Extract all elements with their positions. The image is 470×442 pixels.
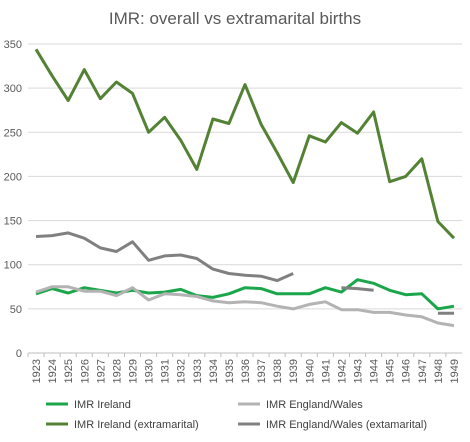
legend-label: IMR Ireland bbox=[74, 399, 131, 411]
y-tick-label: 350 bbox=[4, 39, 22, 51]
x-tick-label: 1931 bbox=[160, 359, 172, 383]
gridlines bbox=[28, 43, 462, 354]
x-tick-label: 1924 bbox=[47, 359, 59, 383]
x-tick-label: 1928 bbox=[111, 359, 123, 383]
x-tick-label: 1941 bbox=[320, 359, 332, 383]
y-tick-label: 300 bbox=[4, 83, 22, 95]
x-tick-label: 1926 bbox=[79, 359, 91, 383]
x-tick-label: 1923 bbox=[31, 359, 43, 383]
x-tick-label: 1933 bbox=[192, 359, 204, 383]
x-tick-label: 1934 bbox=[208, 359, 220, 383]
x-tick-label: 1935 bbox=[224, 359, 236, 383]
x-axis-ticks: 1923 1924 1925 1926 1927 1928 1929 1930 1931 1932… bbox=[27, 353, 461, 383]
series-line bbox=[35, 231, 294, 283]
x-tick-label: 1944 bbox=[369, 359, 381, 383]
legend-label: IMR England/Wales bbox=[266, 399, 363, 411]
series-line bbox=[34, 48, 456, 240]
series-line bbox=[35, 285, 455, 328]
legend-label: IMR Ireland (extramarital) bbox=[74, 419, 199, 431]
legend-item: IMR England/Wales (extamarital) bbox=[238, 419, 427, 431]
x-tick-label: 1940 bbox=[304, 359, 316, 383]
x-tick-label: 1932 bbox=[176, 359, 188, 383]
y-axis-ticks: 0 50 100 150 200 250 300 350 bbox=[4, 39, 22, 360]
x-tick-label: 1937 bbox=[256, 359, 268, 383]
y-tick-label: 250 bbox=[4, 127, 22, 139]
x-tick-label: 1939 bbox=[288, 359, 300, 383]
x-tick-label: 1947 bbox=[417, 359, 429, 383]
series-lines bbox=[34, 48, 456, 328]
legend: IMR Ireland IMR England/Wales IMR Ireland … bbox=[46, 399, 427, 431]
x-tick-label: 1948 bbox=[433, 359, 445, 383]
x-tick-label: 1927 bbox=[95, 359, 107, 383]
legend-label: IMR England/Wales (extamarital) bbox=[266, 419, 427, 431]
x-tick-label: 1936 bbox=[240, 359, 252, 383]
x-tick-label: 1929 bbox=[127, 359, 139, 383]
y-tick-label: 50 bbox=[10, 304, 22, 316]
series-2 bbox=[34, 48, 456, 240]
legend-item: IMR England/Wales bbox=[238, 399, 363, 411]
x-tick-label: 1925 bbox=[63, 359, 75, 383]
series-line bbox=[35, 278, 455, 311]
x-tick-label: 1938 bbox=[272, 359, 284, 383]
y-tick-label: 200 bbox=[4, 171, 22, 183]
legend-item: IMR Ireland (extramarital) bbox=[46, 419, 199, 431]
x-tick-label: 1949 bbox=[449, 359, 461, 383]
x-tick-label: 1946 bbox=[401, 359, 413, 383]
x-tick-label: 1930 bbox=[144, 359, 156, 383]
x-tick-label: 1942 bbox=[336, 359, 348, 383]
series-3 bbox=[35, 231, 455, 315]
y-tick-label: 0 bbox=[16, 348, 22, 360]
x-tick-label: 1943 bbox=[353, 359, 365, 383]
y-tick-label: 150 bbox=[4, 216, 22, 228]
legend-item: IMR Ireland bbox=[46, 399, 131, 411]
chart-title: IMR: overall vs extramarital births bbox=[109, 9, 361, 28]
series-0 bbox=[35, 278, 455, 311]
y-tick-label: 100 bbox=[4, 260, 22, 272]
x-tick-label: 1945 bbox=[385, 359, 397, 383]
series-1 bbox=[35, 285, 455, 328]
